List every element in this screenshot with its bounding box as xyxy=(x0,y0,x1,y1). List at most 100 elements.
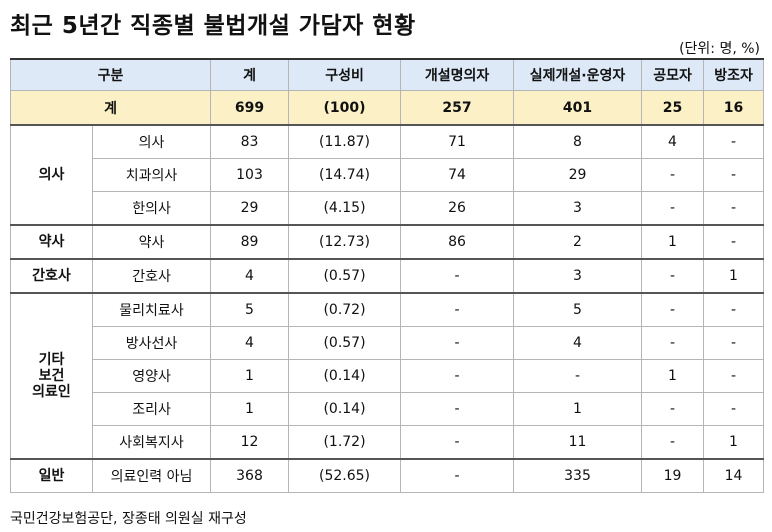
group-label: 일반 xyxy=(10,458,93,493)
table-row: 간호사 간호사 4 (0.57) -3-1 xyxy=(10,258,765,294)
table-title: 최근 5년간 직종별 불법개설 가담자 현황 xyxy=(10,13,416,39)
total-cell: 4 xyxy=(210,258,290,294)
operator-cell: 11 xyxy=(513,425,643,460)
table-row: 치과의사 103 (14.74) 74 29- - xyxy=(11,158,765,192)
owner-cell: - xyxy=(400,292,515,327)
accomplice-cell: - xyxy=(641,326,705,360)
table-row: 한의사 29 (4.15) 26 3- - xyxy=(11,191,765,226)
total-row: 계 699 (100) 257 401 25 16 xyxy=(9,90,765,126)
ratio-cell: (11.87) xyxy=(288,124,402,159)
operator-cell: 8 xyxy=(513,124,643,159)
header-owner: 개설명의자 xyxy=(400,58,515,91)
table-row: 의사 의사 83 (11.87) 71 8 4- xyxy=(10,124,765,226)
ratio-cell: (1.72) xyxy=(288,425,402,460)
owner-cell: 257 xyxy=(400,90,515,126)
operator-cell: - xyxy=(513,359,643,393)
accomplice-cell: 19 xyxy=(641,458,705,493)
operator-cell: 4 xyxy=(513,326,643,360)
owner-cell: 86 xyxy=(400,224,515,260)
header-total: 계 xyxy=(210,58,290,91)
total-cell: 4 xyxy=(210,326,290,360)
owner-cell: 26 xyxy=(400,191,515,226)
ratio-cell: (0.72) xyxy=(288,292,402,327)
abettor-cell: 1 xyxy=(703,425,765,460)
ratio-cell: (14.74) xyxy=(288,158,402,192)
job-cell: 방사선사 xyxy=(91,326,212,360)
table-row: 약사 약사 89 (12.73) 86 2 1- xyxy=(10,224,765,260)
abettor-cell: - xyxy=(703,392,765,426)
total-cell: 12 xyxy=(210,425,290,460)
owner-cell: 71 xyxy=(400,124,515,159)
total-cell: 89 xyxy=(210,224,290,260)
accomplice-cell: - xyxy=(641,292,705,327)
owner-cell: - xyxy=(400,425,515,460)
job-cell: 의사 xyxy=(91,124,212,159)
operator-cell: 29 xyxy=(513,158,643,192)
accomplice-cell: 1 xyxy=(641,359,705,393)
header-row: 구분 계 구성비 개설명의자 실제개설·운영자 공모자 방조자 xyxy=(9,58,765,91)
job-cell: 사회복지사 xyxy=(91,425,212,460)
operator-cell: 401 xyxy=(513,90,643,126)
abettor-cell: - xyxy=(703,191,765,226)
ratio-cell: (12.73) xyxy=(288,224,402,260)
group-label: 의사 xyxy=(10,124,93,226)
job-cell: 물리치료사 xyxy=(91,292,212,327)
group-label: 기타 보건 의료인 xyxy=(10,292,93,460)
owner-cell: 74 xyxy=(400,158,515,192)
abettor-cell: - xyxy=(703,326,765,360)
accomplice-cell: - xyxy=(641,158,705,192)
abettor-cell: 1 xyxy=(703,258,765,294)
table-row: 조리사 1 (0.14) -1- - xyxy=(11,392,765,426)
total-cell: 699 xyxy=(210,90,290,126)
accomplice-cell: 4 xyxy=(641,124,705,159)
group-label: 간호사 xyxy=(10,258,93,294)
accomplice-cell: - xyxy=(641,258,705,294)
accomplice-cell: - xyxy=(641,191,705,226)
owner-cell: - xyxy=(400,258,515,294)
job-cell: 간호사 xyxy=(91,258,212,294)
abettor-cell: - xyxy=(703,359,765,393)
ratio-cell: (100) xyxy=(288,90,402,126)
table-row: 영양사 1 (0.14) - -1- xyxy=(11,359,765,393)
total-label: 계 xyxy=(9,90,212,126)
operator-cell: 1 xyxy=(513,392,643,426)
header-abettor: 방조자 xyxy=(703,58,765,91)
abettor-cell: 14 xyxy=(703,458,765,493)
abettor-cell: - xyxy=(703,292,765,327)
job-cell: 치과의사 xyxy=(91,158,212,192)
operator-cell: 3 xyxy=(513,191,643,226)
total-cell: 29 xyxy=(210,191,290,226)
ratio-cell: (0.14) xyxy=(288,392,402,426)
unit-note: (단위: 명, %) xyxy=(679,41,760,57)
header-operator: 실제개설·운영자 xyxy=(513,58,643,91)
header-ratio: 구성비 xyxy=(288,58,402,91)
total-cell: 5 xyxy=(210,292,290,327)
total-cell: 1 xyxy=(210,359,290,393)
source-note: 국민건강보험공단, 장종태 의원실 재구성 xyxy=(10,511,247,527)
violation-table: 구분 계 구성비 개설명의자 실제개설·운영자 공모자 방조자 계 699 (1… xyxy=(9,58,765,493)
abettor-cell: - xyxy=(703,224,765,260)
job-cell: 약사 xyxy=(91,224,212,260)
ratio-cell: (0.57) xyxy=(288,258,402,294)
abettor-cell: - xyxy=(703,124,765,159)
accomplice-cell: 1 xyxy=(641,224,705,260)
total-cell: 103 xyxy=(210,158,290,192)
ratio-cell: (4.15) xyxy=(288,191,402,226)
accomplice-cell: - xyxy=(641,392,705,426)
operator-cell: 335 xyxy=(513,458,643,493)
operator-cell: 2 xyxy=(513,224,643,260)
operator-cell: 3 xyxy=(513,258,643,294)
table-row: 방사선사 4 (0.57) -4- - xyxy=(11,326,765,360)
owner-cell: - xyxy=(400,326,515,360)
total-cell: 368 xyxy=(210,458,290,493)
total-cell: 1 xyxy=(210,392,290,426)
table-row: 일반 의료인력 아님 368 (52.65) -335 19 14 xyxy=(10,458,765,493)
accomplice-cell: - xyxy=(641,425,705,460)
operator-cell: 5 xyxy=(513,292,643,327)
owner-cell: - xyxy=(400,458,515,493)
abettor-cell: 16 xyxy=(703,90,765,126)
ratio-cell: (0.14) xyxy=(288,359,402,393)
ratio-cell: (52.65) xyxy=(288,458,402,493)
group-label: 약사 xyxy=(10,224,93,260)
job-cell: 한의사 xyxy=(91,191,212,226)
